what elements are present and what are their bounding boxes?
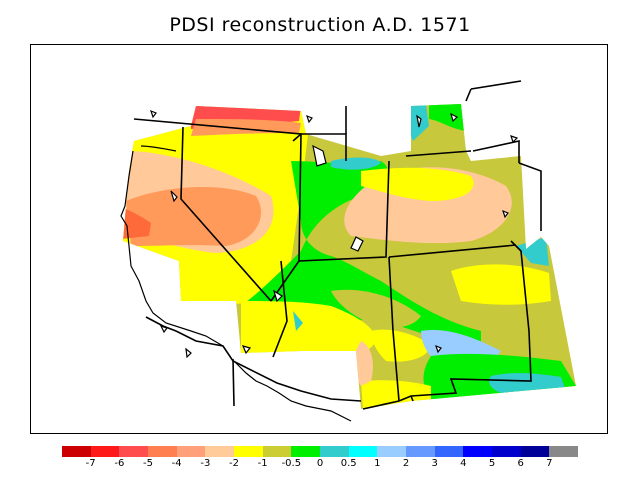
colorbar-swatch <box>262 446 292 457</box>
colorbar-swatch <box>377 446 406 457</box>
colorbar-swatch <box>348 446 378 457</box>
colorbar-tick-label: -7 <box>85 458 96 469</box>
region-peach-south <box>353 341 373 386</box>
region-orange-west <box>126 186 262 246</box>
colorbar-swatch <box>319 446 349 457</box>
region-cyan-lake <box>293 311 303 331</box>
colorbar-labels: -7 -6 -5 -4 -3 -2 -1 -0.5 0 0.5 1 2 3 4 5 6 7 <box>62 458 578 474</box>
colorbar-tick-label: -1 <box>257 458 268 469</box>
colorbar-swatch <box>147 446 177 457</box>
colorbar-swatch <box>405 446 435 457</box>
colorbar-swatch <box>233 446 263 457</box>
colorbar-swatch <box>119 446 148 457</box>
colorbar-swatch <box>463 446 492 457</box>
colorbar-tick-label: -3 <box>200 458 211 469</box>
colorbar-swatch <box>205 446 234 457</box>
colorbar-tick-label: -2 <box>229 458 239 469</box>
colorbar-tick-label: -5 <box>143 458 153 469</box>
colorbar-swatch <box>291 446 320 457</box>
pdsi-contours <box>123 104 576 409</box>
colorbar-swatch <box>491 446 521 457</box>
region-cyan-se <box>489 373 566 393</box>
colorbar-swatch <box>549 446 578 457</box>
colorbar-tick-label: 2 <box>402 458 410 469</box>
colorbar-swatch <box>176 446 206 457</box>
coastlines <box>120 145 352 422</box>
map-title: PDSI reconstruction A.D. 1571 <box>169 14 471 36</box>
colorbar-tick-label: 0.5 <box>340 458 357 469</box>
colorbar-swatch <box>62 446 91 457</box>
lakes <box>150 109 519 359</box>
colorbar-tick-label: 1 <box>374 458 381 469</box>
region-cyan-north <box>331 157 381 170</box>
colorbar-tick-label: 3 <box>431 458 438 469</box>
region-green-ne <box>429 104 466 131</box>
colorbar-tick-label: -6 <box>114 458 125 469</box>
map-panel <box>30 44 608 434</box>
colorbar-tick-label: 0 <box>316 458 324 469</box>
region-olive-south <box>331 289 421 328</box>
colorbar-tick-label: -0.5 <box>281 458 302 469</box>
colorbar-tick-label: -4 <box>171 458 182 469</box>
region-yellow-az <box>371 329 431 362</box>
region-yellow-south <box>241 301 376 353</box>
region-yellow-nm <box>451 264 551 305</box>
pdsi-map <box>120 80 576 422</box>
state-boundaries <box>133 80 542 410</box>
colorbar-tick-label: 5 <box>488 458 496 469</box>
pdsi-colorbar <box>62 446 578 457</box>
colorbar-tick-label: 7 <box>546 458 553 469</box>
colorbar-swatch <box>434 446 464 457</box>
colorbar-tick-label: 6 <box>517 458 524 469</box>
colorbar-swatch <box>90 446 120 457</box>
colorbar-tick-label: 4 <box>460 458 467 469</box>
region-cyan-e <box>516 237 549 266</box>
colorbar-swatch <box>520 446 550 457</box>
